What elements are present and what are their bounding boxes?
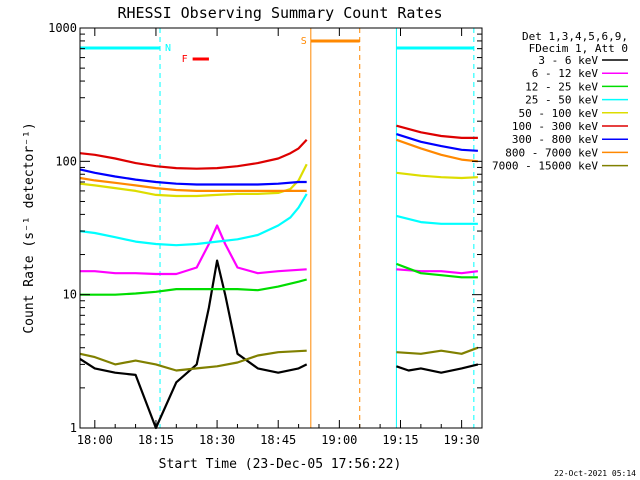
flare-label: F (182, 54, 188, 65)
series-line-0-pre (79, 259, 308, 430)
x-tick-label: 18:30 (199, 433, 235, 447)
legend-header-line: Det 1,3,4,5,6,9, (522, 30, 628, 43)
x-axis-label: Start Time (23-Dec-05 17:56:22) (159, 457, 402, 472)
series-line-3-post (396, 214, 478, 225)
interval-markers: N S F (79, 28, 475, 428)
series-line-8-post (396, 346, 479, 355)
series-line-6-post (396, 133, 478, 152)
series-line-4-pre (79, 163, 308, 198)
legend-entry-label: 800 - 7000 keV (505, 146, 598, 159)
legend-entry-label: 12 - 25 keV (525, 80, 598, 93)
series-line-2-post (396, 262, 478, 279)
saa-label: S (301, 36, 307, 47)
series-line-6-pre (79, 168, 307, 186)
series-line-4-post (396, 171, 478, 180)
plot-frame (79, 27, 483, 429)
chart-title: RHESSI Observing Summary Count Rates (117, 4, 442, 22)
y-tick-label: 1 (70, 421, 77, 435)
y-tick-label: 10 (63, 288, 77, 302)
legend-header-line: FDecim 1, Att 0 (529, 42, 628, 55)
legend-entry-label: 6 - 12 keV (532, 67, 599, 80)
series-line-1-post (396, 268, 479, 275)
legend-entry-label: 3 - 6 keV (538, 54, 598, 67)
series-line-5-post (396, 124, 478, 139)
series-line-1-pre (80, 224, 307, 276)
y-tick-label: 100 (55, 154, 77, 168)
footer-date: 22-Oct-2021 05:14 (554, 469, 636, 478)
series-line-2-pre (80, 278, 307, 296)
series-line-7-pre (79, 176, 307, 192)
series-line-3-pre (79, 193, 308, 247)
legend-entry-label: 50 - 100 keV (519, 107, 599, 120)
x-tick-label: 19:00 (321, 433, 357, 447)
x-tick-label: 19:30 (444, 433, 480, 447)
legend-entry-label: 7000 - 15000 keV (492, 160, 598, 173)
legend-entry-label: 25 - 50 keV (525, 94, 598, 107)
series-layer (79, 124, 479, 430)
series-line-5-pre (79, 139, 308, 170)
x-tick-label: 18:45 (260, 433, 296, 447)
series-line-7-post (396, 138, 479, 163)
x-tick-label: 18:15 (138, 433, 174, 447)
legend-entry-label: 100 - 300 keV (512, 120, 598, 133)
axis-ticks: 18:00 18:15 18:30 18:45 19:00 19:15 19:30 1 10 10… (48, 21, 482, 447)
x-tick-label: 19:15 (382, 433, 418, 447)
y-tick-label: 1000 (48, 21, 77, 35)
y-axis-label: Count Rate (s⁻¹ detector⁻¹) (22, 122, 37, 333)
x-tick-label: 18:00 (77, 433, 113, 447)
series-line-0-post (396, 363, 479, 374)
series-line-8-pre (79, 349, 307, 372)
legend: Det 1,3,4,5,6,9,FDecim 1, Att 03 - 6 keV… (492, 30, 628, 173)
legend-entry-label: 300 - 800 keV (512, 133, 598, 146)
night-label: N (165, 43, 171, 54)
